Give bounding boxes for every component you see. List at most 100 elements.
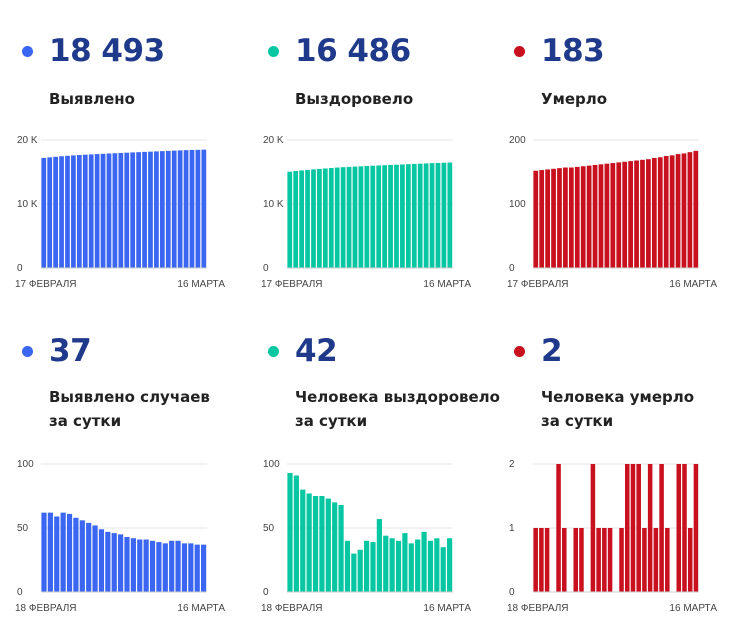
bar: [676, 464, 682, 592]
bar: [177, 150, 183, 268]
bar: [395, 540, 402, 592]
bar: [364, 540, 370, 592]
bar: [154, 151, 159, 268]
bar: [616, 162, 622, 268]
status-dot: [22, 46, 33, 57]
bar: [53, 156, 58, 268]
total-recovered-label: Выздоровело: [295, 87, 413, 111]
bar: [568, 167, 574, 268]
bar: [148, 151, 153, 268]
daily-cases-chart: 0 50 100 18 ФЕВРАЛЯ 16 МАРТА: [15, 459, 225, 614]
label-line: за сутки: [541, 412, 614, 430]
bar: [405, 164, 411, 268]
bar: [305, 169, 310, 268]
panel-daily-deaths: 2 Человека умерло за сутки 0 1 2 18 ФЕВРАЛЯ…: [507, 330, 742, 630]
bar: [533, 528, 538, 592]
bar: [311, 169, 316, 268]
total-deaths-value: 183: [541, 33, 605, 69]
bar: [94, 154, 100, 268]
x-tick-label: 17 ФЕВРАЛЯ: [261, 279, 323, 290]
bar: [306, 493, 312, 592]
y-tick-label: 50: [263, 523, 275, 534]
bar: [41, 512, 47, 592]
bar: [651, 157, 657, 268]
bar: [562, 528, 567, 592]
bar: [188, 543, 194, 592]
bar: [653, 528, 659, 592]
label-line: Выявлено: [49, 90, 135, 108]
label-line: за сутки: [49, 412, 122, 430]
bar: [47, 157, 53, 268]
x-tick-label: 18 ФЕВРАЛЯ: [261, 603, 323, 614]
panel-total-cases: 18 493 Выявлено 0 10 K 20 K 17 ФЕВРАЛЯ 16 МА…: [15, 30, 257, 330]
bar: [47, 512, 53, 592]
bar: [675, 154, 681, 268]
bar: [669, 155, 675, 268]
bar: [351, 553, 357, 592]
bar: [300, 489, 306, 592]
bar: [71, 155, 76, 268]
bar: [352, 166, 358, 268]
total-cases-label: Выявлено: [49, 87, 135, 111]
bar: [66, 513, 73, 592]
y-tick-label: 100: [263, 459, 280, 470]
bar: [642, 528, 647, 592]
status-dot: [514, 346, 525, 357]
bar: [545, 169, 550, 268]
y-tick-label: 0: [509, 263, 515, 274]
bar: [195, 149, 201, 268]
y-tick-label: 10 K: [17, 199, 38, 210]
bar: [364, 166, 370, 268]
bar: [421, 531, 427, 592]
bar: [334, 167, 340, 268]
bar: [299, 170, 304, 268]
bar: [447, 538, 453, 592]
bar: [76, 155, 82, 268]
bar: [130, 152, 136, 268]
bar: [181, 543, 188, 592]
y-tick-label: 0: [263, 263, 269, 274]
bar: [429, 163, 435, 268]
bar: [382, 165, 387, 268]
bar: [628, 161, 633, 268]
label-line: Выздоровело: [295, 90, 414, 108]
bar: [408, 543, 414, 592]
bar: [394, 164, 399, 268]
bar: [682, 464, 687, 592]
bar: [328, 168, 334, 268]
panel-daily-recovered: 42 Человека выздоровело за сутки 0 50 100 1…: [261, 330, 503, 630]
bar: [441, 162, 447, 268]
y-tick-label: 0: [17, 587, 23, 598]
x-tick-label: 17 ФЕВРАЛЯ: [15, 279, 77, 290]
bar: [332, 502, 338, 592]
bar: [73, 517, 79, 592]
bar: [604, 163, 610, 268]
total-recovered-chart: 0 10 K 20 K 17 ФЕВРАЛЯ 16 МАРТА: [261, 135, 471, 290]
bar: [156, 542, 162, 592]
bar: [544, 528, 550, 592]
bar: [59, 156, 64, 268]
bar: [640, 159, 645, 268]
y-tick-label: 10 K: [263, 199, 284, 210]
bar: [415, 539, 421, 592]
bar: [624, 464, 630, 592]
bar: [602, 528, 607, 592]
bar: [112, 153, 118, 268]
bar: [619, 528, 624, 592]
bar: [447, 162, 453, 268]
x-tick-label: 16 МАРТА: [669, 279, 717, 290]
bar: [681, 153, 687, 268]
bar: [175, 540, 181, 592]
bar: [427, 540, 434, 592]
bar: [194, 544, 200, 592]
x-tick-label: 18 ФЕВРАЛЯ: [15, 603, 77, 614]
y-tick-label: 50: [17, 523, 29, 534]
bar: [580, 166, 586, 268]
y-tick-label: 100: [509, 199, 526, 210]
bar: [370, 165, 376, 268]
bar: [630, 464, 636, 592]
x-tick-label: 16 МАРТА: [423, 279, 471, 290]
bar: [340, 167, 346, 268]
bar: [171, 150, 177, 268]
total-deaths-label: Умерло: [541, 87, 607, 111]
